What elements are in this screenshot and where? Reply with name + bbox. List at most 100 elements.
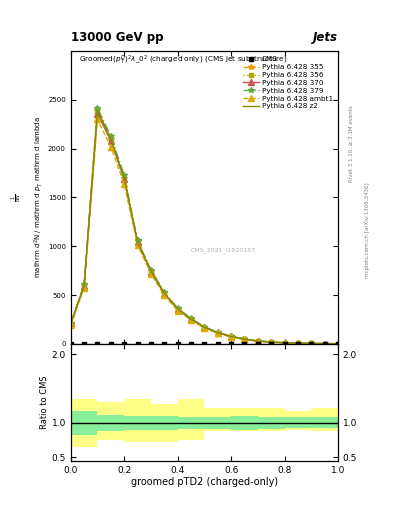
Pythia 6.428 356 xyxy=(68,321,73,327)
CMS xyxy=(242,340,247,347)
Pythia 6.428 ambt1 xyxy=(255,338,260,344)
CMS xyxy=(108,340,113,347)
Pythia 6.428 355 xyxy=(149,268,153,274)
Pythia 6.428 ambt1 xyxy=(189,317,193,323)
Line: Pythia 6.428 379: Pythia 6.428 379 xyxy=(68,105,341,347)
Line: Pythia 6.428 ambt1: Pythia 6.428 ambt1 xyxy=(68,117,341,347)
Pythia 6.428 356 xyxy=(108,138,113,144)
Pythia 6.428 355 xyxy=(202,324,207,330)
Pythia 6.428 ambt1 xyxy=(229,334,233,340)
Legend: CMS, Pythia 6.428 355, Pythia 6.428 356, Pythia 6.428 370, Pythia 6.428 379, Pyt: CMS, Pythia 6.428 355, Pythia 6.428 356,… xyxy=(242,55,334,111)
Pythia 6.428 356 xyxy=(215,330,220,336)
Line: CMS: CMS xyxy=(69,342,340,346)
Pythia 6.428 ambt1 xyxy=(296,340,300,346)
X-axis label: groomed pTD2 (charged-only): groomed pTD2 (charged-only) xyxy=(131,477,278,487)
Pythia 6.428 355 xyxy=(322,340,327,347)
Pythia 6.428 ambt1 xyxy=(68,322,73,328)
Pythia 6.428 379 xyxy=(162,289,167,295)
Pythia 6.428 355 xyxy=(95,106,100,113)
Pythia 6.428 z2 xyxy=(215,330,220,336)
Pythia 6.428 370 xyxy=(175,306,180,312)
Pythia 6.428 356 xyxy=(175,307,180,313)
Pythia 6.428 355 xyxy=(189,316,193,322)
CMS xyxy=(82,340,86,347)
CMS xyxy=(322,340,327,347)
CMS xyxy=(269,340,274,347)
Text: mcplots.cern.ch [arXiv:1306.3436]: mcplots.cern.ch [arXiv:1306.3436] xyxy=(365,183,370,278)
Pythia 6.428 356 xyxy=(255,338,260,344)
Pythia 6.428 ambt1 xyxy=(336,340,340,347)
Pythia 6.428 z2 xyxy=(269,339,274,345)
CMS xyxy=(68,340,73,347)
Pythia 6.428 z2 xyxy=(162,290,167,296)
Pythia 6.428 356 xyxy=(269,339,274,345)
Pythia 6.428 z2 xyxy=(336,340,340,347)
Pythia 6.428 370 xyxy=(189,316,193,322)
Line: Pythia 6.428 356: Pythia 6.428 356 xyxy=(69,110,340,346)
Pythia 6.428 379 xyxy=(149,267,153,273)
Pythia 6.428 ambt1 xyxy=(82,285,86,291)
Pythia 6.428 z2 xyxy=(296,340,300,346)
Pythia 6.428 ambt1 xyxy=(215,330,220,336)
Pythia 6.428 356 xyxy=(189,317,193,323)
Pythia 6.428 356 xyxy=(95,109,100,115)
Pythia 6.428 z2 xyxy=(68,321,73,327)
CMS xyxy=(255,340,260,347)
Pythia 6.428 379 xyxy=(269,339,274,345)
Pythia 6.428 356 xyxy=(309,340,314,347)
CMS xyxy=(149,340,153,347)
Pythia 6.428 z2 xyxy=(122,175,127,181)
CMS xyxy=(282,340,287,347)
Pythia 6.428 370 xyxy=(162,290,167,296)
CMS xyxy=(95,340,100,347)
Pythia 6.428 355 xyxy=(82,282,86,288)
Pythia 6.428 355 xyxy=(242,336,247,342)
Pythia 6.428 z2 xyxy=(189,316,193,322)
Text: CMS_2021_I1920187: CMS_2021_I1920187 xyxy=(191,247,255,253)
Pythia 6.428 356 xyxy=(296,340,300,346)
Pythia 6.428 379 xyxy=(108,133,113,139)
Pythia 6.428 355 xyxy=(309,340,314,347)
Pythia 6.428 355 xyxy=(336,340,340,347)
Pythia 6.428 370 xyxy=(255,338,260,344)
Line: Pythia 6.428 355: Pythia 6.428 355 xyxy=(68,107,341,347)
Pythia 6.428 379 xyxy=(296,340,300,346)
Pythia 6.428 370 xyxy=(215,330,220,336)
Pythia 6.428 z2 xyxy=(95,108,100,114)
Pythia 6.428 370 xyxy=(68,320,73,326)
Pythia 6.428 379 xyxy=(189,315,193,322)
Pythia 6.428 z2 xyxy=(108,136,113,142)
Pythia 6.428 355 xyxy=(135,238,140,244)
CMS xyxy=(135,340,140,347)
Pythia 6.428 379 xyxy=(68,320,73,326)
Pythia 6.428 370 xyxy=(296,340,300,346)
Pythia 6.428 355 xyxy=(255,338,260,344)
Pythia 6.428 379 xyxy=(309,340,314,347)
Pythia 6.428 ambt1 xyxy=(269,339,274,345)
Pythia 6.428 370 xyxy=(322,340,327,347)
Pythia 6.428 356 xyxy=(282,340,287,346)
Pythia 6.428 356 xyxy=(149,269,153,275)
Pythia 6.428 z2 xyxy=(175,306,180,312)
Pythia 6.428 379 xyxy=(336,340,340,347)
Text: Jets: Jets xyxy=(313,31,338,44)
Pythia 6.428 ambt1 xyxy=(122,181,127,187)
Pythia 6.428 z2 xyxy=(242,336,247,342)
Pythia 6.428 379 xyxy=(322,340,327,347)
Pythia 6.428 z2 xyxy=(202,324,207,330)
Pythia 6.428 370 xyxy=(122,176,127,182)
Pythia 6.428 355 xyxy=(68,321,73,327)
Text: Rivet 3.1.10, ≥ 3.1M events: Rivet 3.1.10, ≥ 3.1M events xyxy=(349,105,354,182)
Pythia 6.428 355 xyxy=(269,339,274,345)
CMS xyxy=(309,340,314,347)
Pythia 6.428 ambt1 xyxy=(242,336,247,343)
Pythia 6.428 379 xyxy=(242,336,247,342)
Text: Groomed$(p_T^D)^2\lambda\_0^2$ (charged only) (CMS jet substructure): Groomed$(p_T^D)^2\lambda\_0^2$ (charged … xyxy=(79,54,287,68)
CMS xyxy=(215,340,220,347)
Pythia 6.428 355 xyxy=(108,136,113,142)
Pythia 6.428 ambt1 xyxy=(108,144,113,150)
Pythia 6.428 356 xyxy=(162,291,167,297)
Pythia 6.428 355 xyxy=(162,290,167,296)
CMS xyxy=(202,340,207,347)
Pythia 6.428 379 xyxy=(135,238,140,244)
